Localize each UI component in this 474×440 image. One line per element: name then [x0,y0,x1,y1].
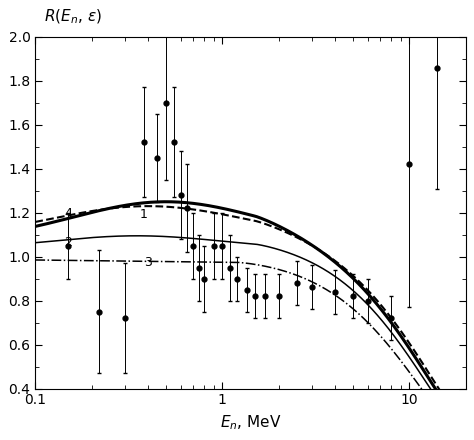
Text: 1: 1 [140,209,148,221]
Text: $R(E_n,\, \varepsilon)$: $R(E_n,\, \varepsilon)$ [44,8,102,26]
Text: 3: 3 [144,256,152,269]
X-axis label: $E_n$, MeV: $E_n$, MeV [220,413,281,432]
Text: 4: 4 [64,207,72,220]
Text: 2: 2 [64,236,72,249]
